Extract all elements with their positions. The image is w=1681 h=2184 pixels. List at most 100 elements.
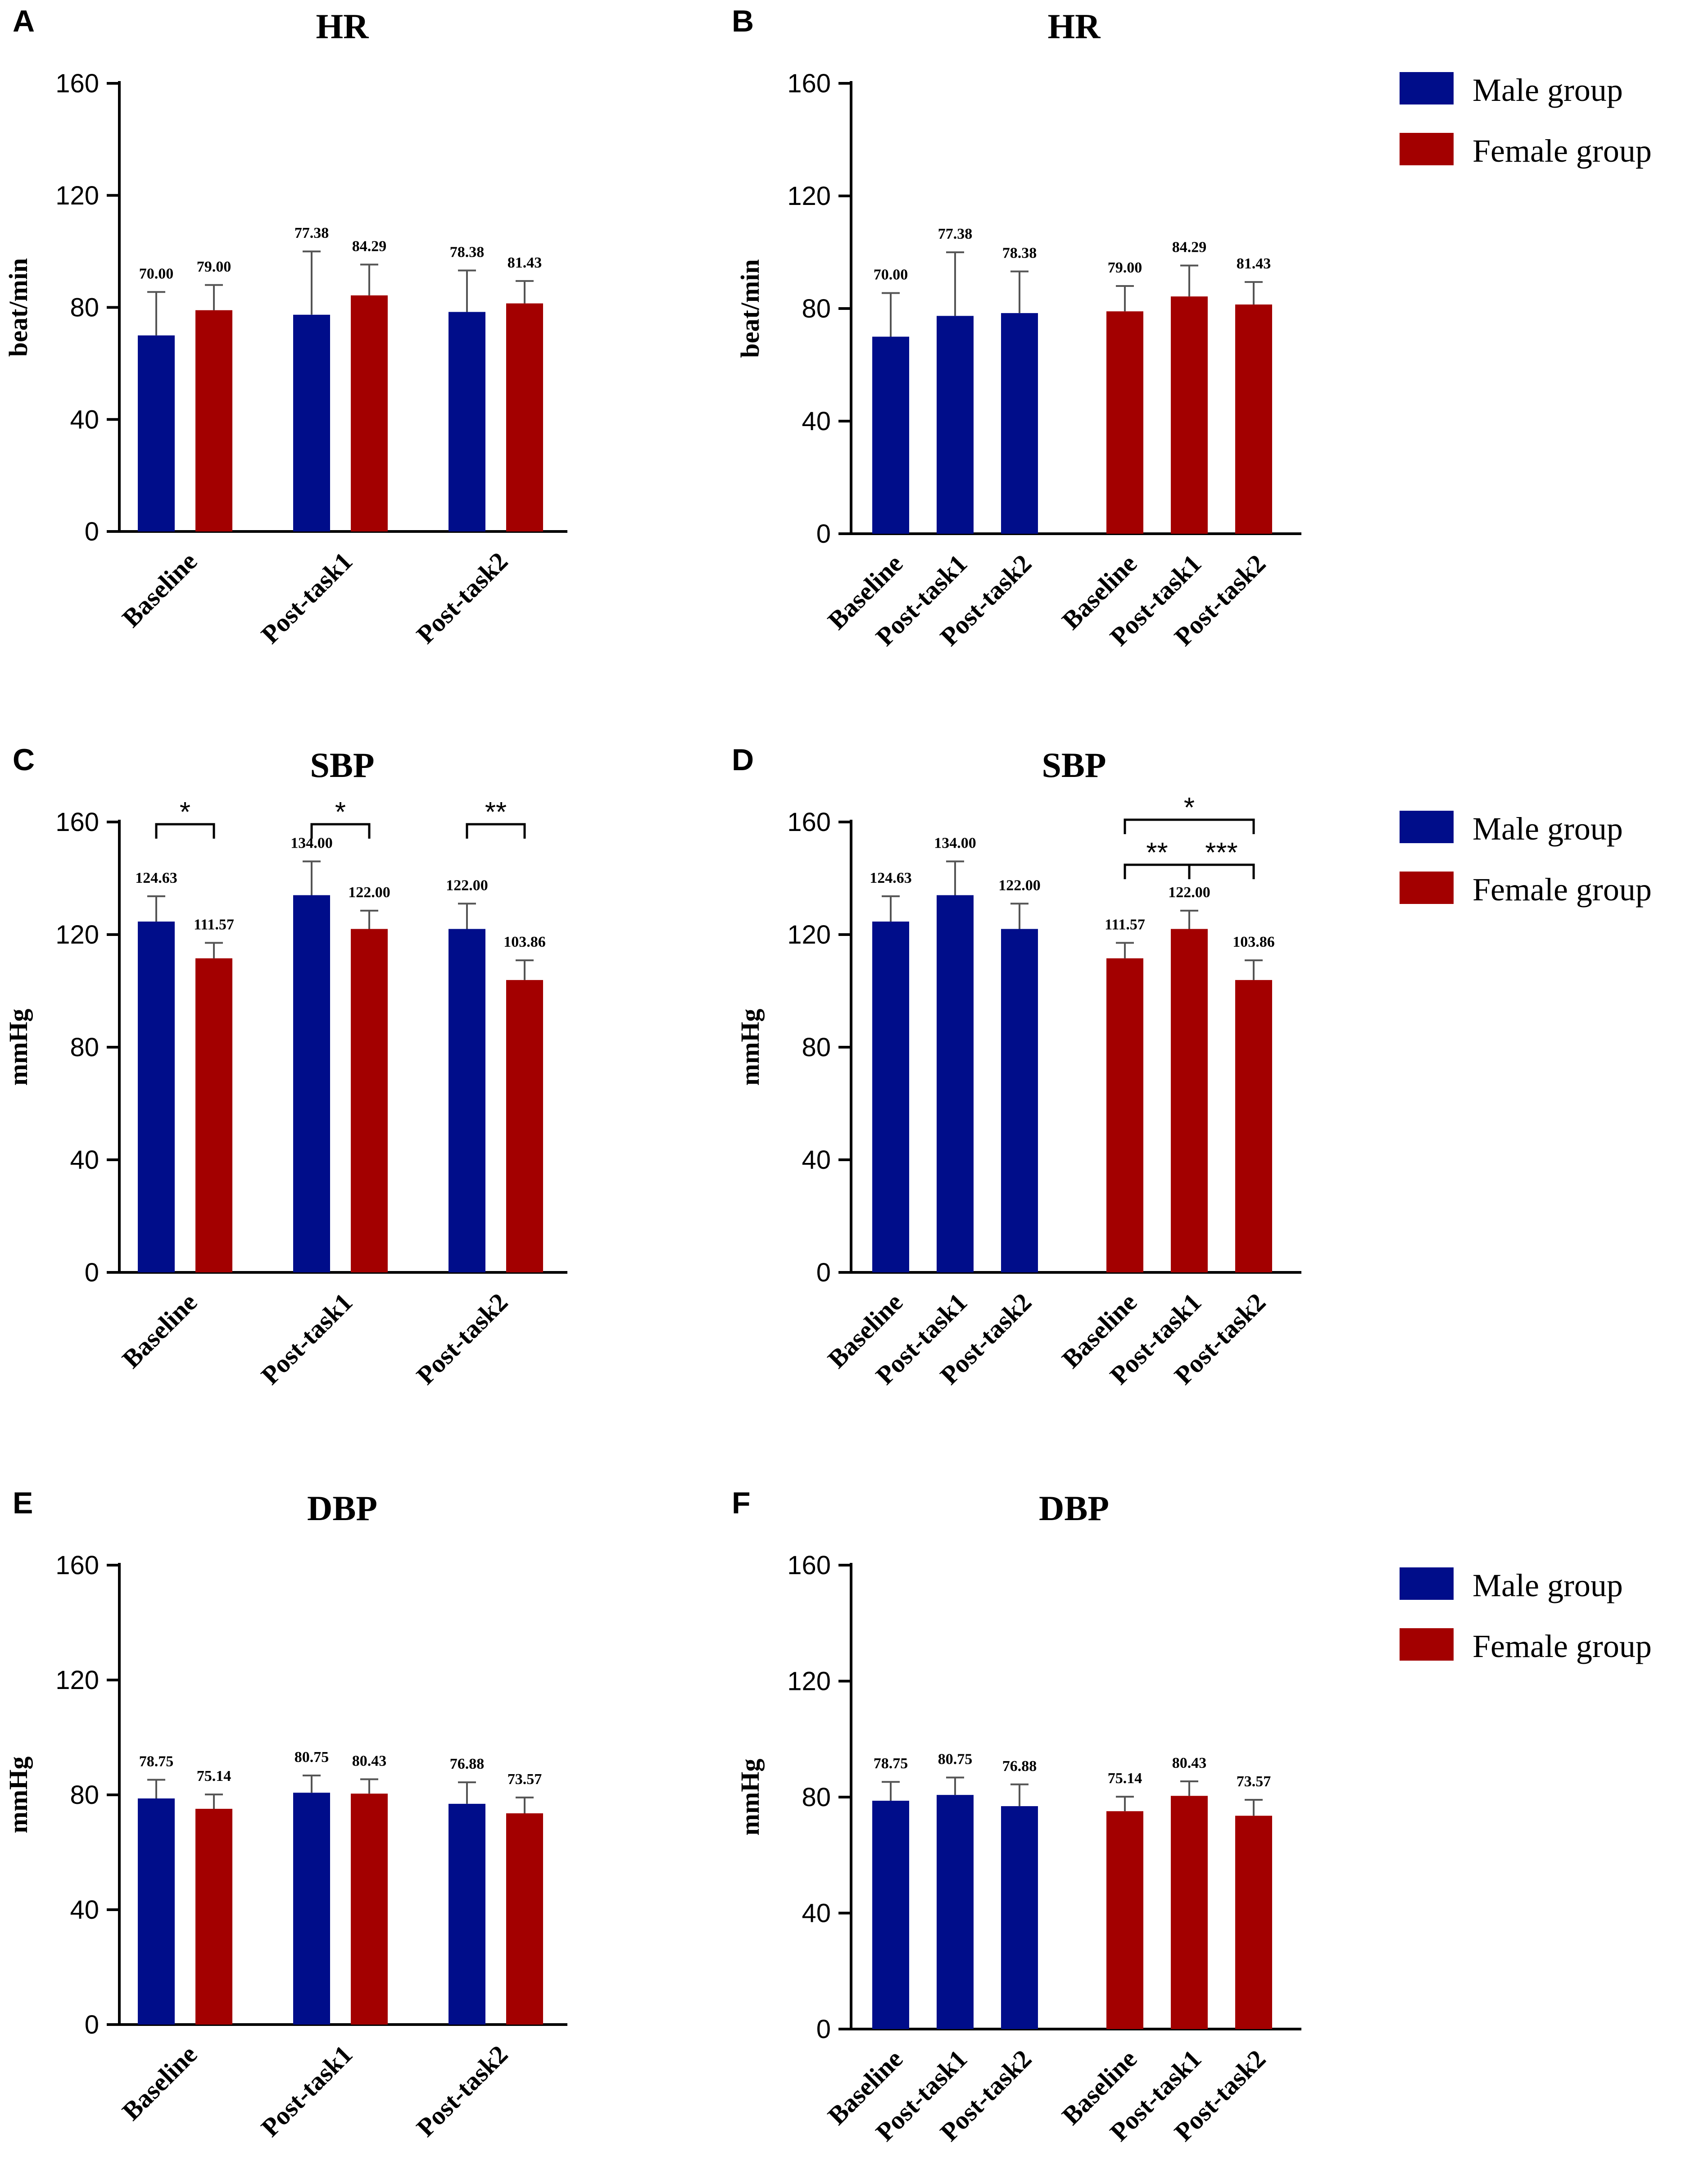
y-tick-label: 120 — [55, 920, 99, 949]
axes — [118, 81, 567, 533]
panel-a: A HR 0 40 80 120 160 beat/min 70.00 79.00 77.38 84.… — [4, 4, 567, 649]
data-label: 73.57 — [1237, 1773, 1271, 1790]
panels: A HR 0 40 80 120 160 beat/min 70.00 79.00 77.38 84.… — [4, 4, 1301, 2147]
legend: Male group Female group — [1400, 1567, 1652, 1664]
bar-female-post-task1 — [1171, 929, 1208, 1272]
data-label: 75.14 — [1108, 1770, 1142, 1787]
bar-male-post-task1 — [937, 1795, 974, 2029]
error-bar — [458, 269, 476, 312]
legend-label-female: Female group — [1473, 872, 1652, 908]
legend-swatch-male — [1400, 1567, 1454, 1600]
data-label: 77.38 — [938, 226, 973, 242]
data-label: 80.75 — [938, 1751, 973, 1768]
x-tick-label: Baseline — [116, 546, 203, 633]
data-label: 103.86 — [1232, 934, 1275, 950]
x-tick-label: Baseline — [116, 2039, 203, 2126]
error-bar — [1245, 959, 1263, 980]
y-tick-label: 40 — [70, 405, 99, 434]
significance-marker: * — [180, 797, 190, 828]
significance-bracket — [1124, 818, 1255, 834]
data-label: 124.63 — [870, 870, 912, 886]
y-tick-label: 0 — [816, 2015, 831, 2044]
chart-title: HR — [1048, 7, 1101, 46]
y-tick-label: 40 — [802, 1899, 831, 1928]
error-bar — [147, 895, 165, 922]
y-tick-label: 160 — [55, 808, 99, 837]
y-tick-label: 40 — [70, 1895, 99, 1925]
bar-male-post-task2 — [449, 929, 485, 1272]
y-tick-label: 120 — [787, 920, 831, 949]
bar-female-post-task1 — [351, 929, 388, 1272]
chart-title: DBP — [307, 1489, 377, 1528]
axes — [118, 820, 567, 1274]
y-tick-label: 80 — [802, 1033, 831, 1062]
y-axis-label: beat/min — [735, 259, 765, 358]
panel-label: D — [732, 743, 754, 777]
y-tick-label: 120 — [55, 181, 99, 210]
bar-male-post-task1 — [293, 314, 330, 531]
error-bar — [1116, 1796, 1134, 1812]
error-bar — [946, 251, 964, 316]
error-bar — [1010, 1783, 1029, 1807]
bar-male-post-task2 — [449, 1803, 485, 2025]
error-bar — [1180, 1780, 1198, 1796]
y-tick-label: 120 — [787, 182, 831, 211]
y-tick-label: 0 — [85, 517, 99, 546]
legend-label-male: Male group — [1473, 1567, 1623, 1603]
error-bar — [516, 959, 534, 980]
legend-label-male: Male group — [1473, 811, 1623, 847]
y-tick-label: 160 — [787, 69, 831, 98]
bar-male-baseline — [872, 1801, 909, 2029]
bar-male-baseline — [872, 336, 909, 534]
error-bar — [946, 860, 964, 895]
bar-female-post-task1 — [1171, 296, 1208, 534]
panel-b: B HR 0 40 80 120 160 beat/min 70.00 77.38 78.38 79.… — [732, 4, 1301, 651]
legend: Male group Female group — [1400, 72, 1652, 169]
chart-title: SBP — [310, 745, 374, 785]
error-bar — [882, 292, 900, 337]
data-label: 80.43 — [352, 1753, 387, 1769]
panel-e: E DBP 0 40 80 120 160 mmHg 78.75 75.14 80.75 80.43 7… — [4, 1486, 567, 2142]
data-label: 78.75 — [139, 1753, 174, 1770]
data-label: 103.86 — [503, 934, 546, 950]
bar-female-post-task2 — [506, 1813, 543, 2025]
bar-female-post-task1 — [351, 1794, 388, 2025]
data-label: 77.38 — [295, 225, 329, 241]
bar-female-baseline — [1106, 958, 1143, 1272]
legend-swatch-female — [1400, 1628, 1454, 1661]
y-axis-label: beat/min — [4, 258, 33, 357]
error-bar — [882, 1781, 900, 1801]
bar-female-post-task2 — [506, 980, 543, 1272]
y-tick-label: 160 — [55, 69, 99, 98]
y-tick-label: 160 — [787, 1551, 831, 1580]
error-bar — [360, 263, 378, 295]
bar-male-post-task2 — [449, 312, 485, 531]
x-tick-label: Baseline — [116, 1287, 203, 1374]
error-bar — [1010, 903, 1029, 929]
bar-female-post-task2 — [1235, 980, 1272, 1272]
significance-bracket — [155, 823, 215, 839]
error-bar — [147, 291, 165, 336]
bar-male-post-task2 — [1001, 313, 1038, 534]
data-label: 70.00 — [874, 267, 908, 283]
data-label: 81.43 — [1237, 255, 1271, 272]
x-tick-label: Post-task2 — [411, 1287, 513, 1390]
y-axis-label: mmHg — [4, 1009, 33, 1086]
y-axis-label: mmHg — [735, 1009, 765, 1086]
error-bar — [516, 1796, 534, 1813]
bar-female-baseline — [195, 310, 232, 531]
x-tick-label: Post-task1 — [255, 546, 358, 649]
chart-title: DBP — [1039, 1489, 1109, 1528]
error-bar — [1116, 285, 1134, 312]
error-bar — [303, 250, 321, 315]
bar-male-post-task1 — [293, 1793, 330, 2025]
bar-male-post-task1 — [937, 895, 974, 1272]
y-tick-label: 0 — [85, 1258, 99, 1287]
significance-marker: * — [1184, 792, 1195, 823]
data-label: 122.00 — [998, 877, 1041, 894]
chart-title: SBP — [1042, 745, 1106, 785]
bar-female-post-task2 — [1235, 304, 1272, 534]
error-bar — [205, 1794, 223, 1809]
data-label: 75.14 — [197, 1768, 231, 1784]
